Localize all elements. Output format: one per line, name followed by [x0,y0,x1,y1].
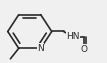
Text: HN: HN [66,32,80,41]
Text: N: N [37,44,44,53]
Text: O: O [80,45,87,54]
